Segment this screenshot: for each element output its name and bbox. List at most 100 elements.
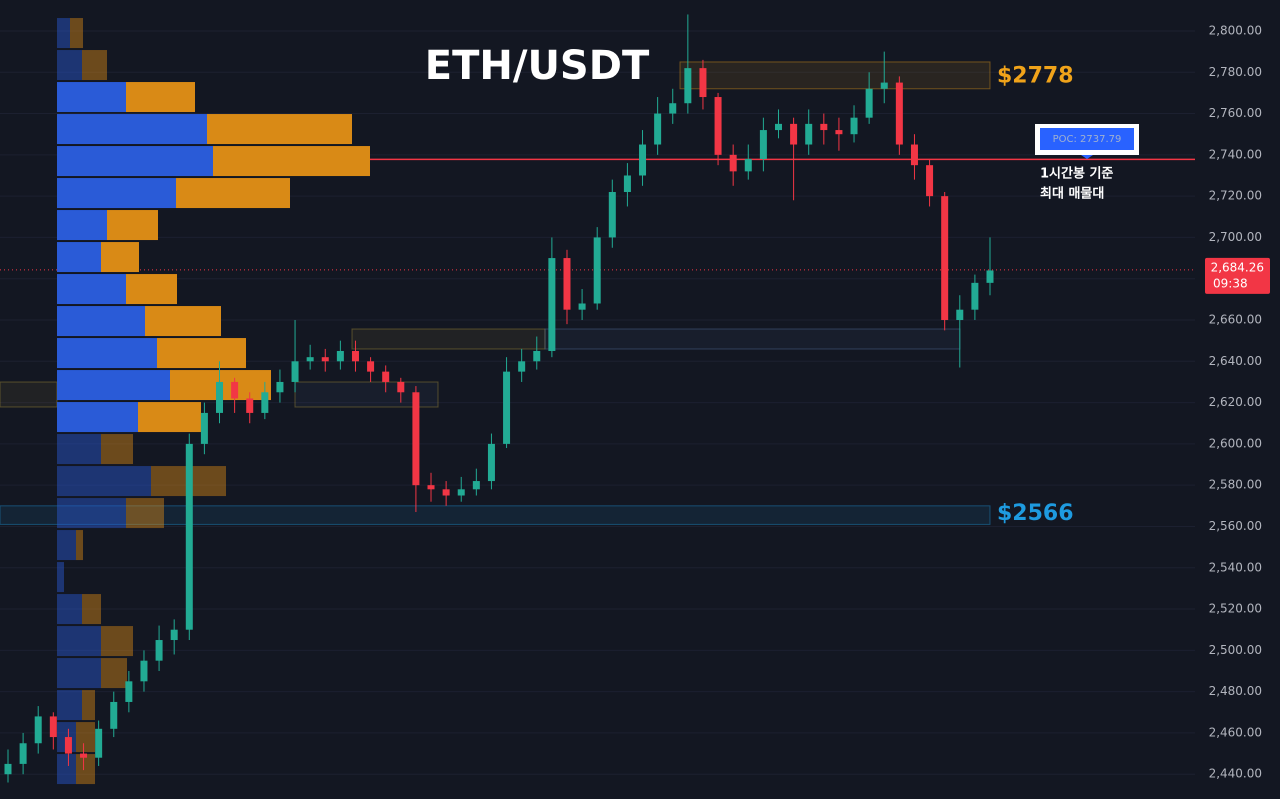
candle-body [367, 361, 375, 372]
profile-buy-bar [57, 114, 207, 145]
candle-body [140, 660, 148, 682]
candle-body [593, 237, 601, 304]
countdown-label: 09:38 [1213, 276, 1248, 290]
candle-body [231, 381, 239, 399]
candle-body [95, 728, 103, 758]
y-tick-label: 2,700.00 [1209, 230, 1262, 244]
profile-buy-bar [57, 562, 64, 593]
candle-body [397, 381, 405, 393]
candle-body [699, 68, 707, 98]
zone-box [544, 328, 961, 350]
candle-body [578, 303, 586, 310]
profile-sell-bar [76, 530, 83, 561]
profile-buy-bar [57, 754, 76, 785]
candle-body [880, 82, 888, 89]
candle-body [427, 485, 435, 490]
grid [0, 30, 1195, 775]
profile-buy-bar [57, 242, 101, 273]
candle-body [623, 175, 631, 193]
profile-sell-bar [101, 658, 127, 689]
candle-body [110, 701, 118, 729]
last-price-label: 2,684.26 [1211, 260, 1264, 274]
profile-buy-bar [57, 466, 151, 497]
poc-pointer [1081, 155, 1093, 159]
profile-buy-bar [57, 690, 82, 721]
poc-box-inner [1040, 128, 1134, 150]
candle-body [774, 123, 782, 131]
profile-sell-bar [126, 274, 177, 305]
layout-boxes [0, 328, 961, 408]
candle-body [608, 192, 616, 238]
profile-sell-bar [76, 722, 95, 753]
zones: $2778 $2566 [0, 61, 1195, 526]
profile-sell-bar [138, 402, 201, 433]
candle-body [518, 361, 526, 372]
profile-sell-bar [82, 50, 107, 81]
candle-body [820, 123, 828, 131]
poc-note: 1시간봉 기준 [1040, 166, 1113, 182]
candle-body [956, 309, 964, 321]
profile-sell-bar [107, 210, 158, 241]
y-tick-label: 2,560.00 [1209, 519, 1262, 533]
profile-sell-bar [213, 146, 370, 177]
profile-buy-bar [57, 658, 101, 689]
y-tick-label: 2,660.00 [1209, 313, 1262, 327]
candle-body [895, 82, 903, 145]
profile-sell-bar [126, 498, 164, 529]
y-tick-label: 2,520.00 [1209, 602, 1262, 616]
profile-buy-bar [57, 594, 82, 625]
profile-buy-bar [57, 178, 176, 209]
candle-body [850, 117, 858, 135]
candle-body [216, 381, 224, 413]
y-tick-label: 2,500.00 [1209, 643, 1262, 657]
profile-buy-bar [57, 18, 70, 49]
profile-buy-bar [57, 274, 126, 305]
candle-body [548, 258, 556, 351]
profile-sell-bar [101, 626, 133, 657]
profile-buy-bar [57, 82, 126, 113]
y-tick-label: 2,800.00 [1209, 23, 1262, 37]
candle-body [442, 489, 450, 496]
profile-sell-bar [176, 178, 290, 209]
candle-body [412, 392, 420, 486]
zone [679, 61, 991, 90]
profile-buy-bar [57, 306, 145, 337]
candle-body [835, 130, 843, 135]
candle-body [49, 716, 57, 738]
candle-body [155, 640, 163, 661]
candle-body [865, 88, 873, 118]
candle-body [306, 357, 314, 362]
candle-body [563, 258, 571, 310]
candle-body [457, 489, 465, 496]
profile-buy-bar [57, 434, 101, 465]
candle-body [472, 481, 480, 490]
candle-body [382, 371, 390, 382]
candles [4, 14, 994, 783]
profile-sell-bar [70, 18, 83, 49]
profile-buy-bar [57, 626, 101, 657]
candle-body [971, 282, 979, 310]
candle-body [261, 392, 269, 413]
zone-box [351, 328, 546, 350]
candle-body [639, 144, 647, 176]
y-tick-label: 2,540.00 [1209, 560, 1262, 574]
y-tick-label: 2,580.00 [1209, 478, 1262, 492]
candle-body [669, 103, 677, 114]
profile-buy-bar [57, 338, 157, 369]
candle-body [125, 681, 133, 702]
candle-body [321, 357, 329, 362]
candle-body [200, 412, 208, 444]
candle-body [34, 716, 42, 744]
profile-sell-bar [126, 82, 195, 113]
profile-buy-bar [57, 530, 76, 561]
profile-buy-bar [57, 370, 170, 401]
profile-buy-bar [57, 146, 213, 177]
candle-body [759, 130, 767, 159]
candle-body [805, 123, 813, 145]
candle-body [714, 97, 722, 155]
candle-body [80, 753, 88, 758]
candle-body [276, 381, 284, 393]
y-tick-label: 2,760.00 [1209, 106, 1262, 120]
poc-note: 최대 매물대 [1040, 187, 1104, 202]
y-tick-label: 2,440.00 [1209, 767, 1262, 781]
